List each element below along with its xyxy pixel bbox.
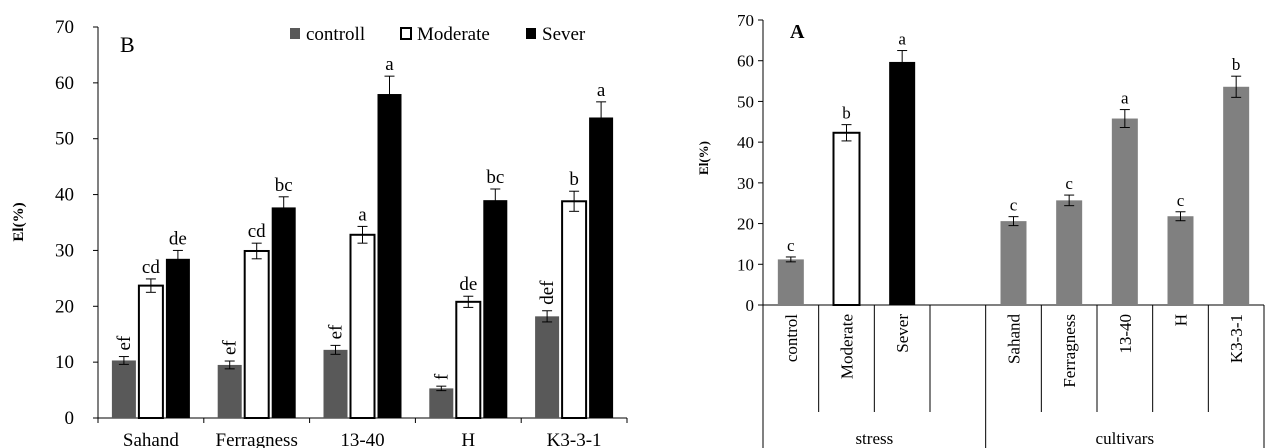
chart-a-group-label: stress bbox=[855, 429, 893, 448]
chart-a-category-label: Sever bbox=[893, 314, 912, 353]
chart-b-letter: ef bbox=[220, 340, 241, 355]
chart-b-letter: f bbox=[431, 373, 452, 380]
chart-b-category-label: H bbox=[461, 430, 475, 448]
chart-b-letter: a bbox=[597, 80, 606, 101]
chart-a-y-tick-label: 50 bbox=[737, 92, 754, 111]
chart-a-letter: c bbox=[1177, 191, 1185, 210]
chart-b-legend-label: Moderate bbox=[417, 24, 490, 45]
chart-b-bar bbox=[455, 300, 482, 419]
chart-a-letter: c bbox=[1065, 174, 1073, 193]
chart-a-letter: a bbox=[898, 30, 906, 49]
chart-b-letter: a bbox=[358, 204, 367, 225]
chart-a-letter: b bbox=[842, 104, 851, 123]
chart-b-legend-label: controll bbox=[306, 24, 365, 45]
chart-b-bar bbox=[377, 94, 402, 419]
chart-a-category-label: control bbox=[782, 314, 801, 362]
chart-b-letter: de bbox=[459, 274, 477, 295]
chart-b-legend-swatch bbox=[526, 28, 536, 39]
chart-b-bar bbox=[535, 316, 560, 418]
chart-b-bar bbox=[561, 200, 588, 419]
chart-a-y-tick-label: 40 bbox=[737, 133, 754, 152]
chart-a-y-tick-label: 20 bbox=[737, 215, 754, 234]
chart-b-legend-label: Sever bbox=[542, 24, 586, 45]
chart-a-y-tick-label: 10 bbox=[737, 255, 754, 274]
chart-b-bar bbox=[349, 233, 376, 419]
chart-b-bar bbox=[429, 388, 454, 418]
chart-a-panel-label: A bbox=[790, 21, 805, 43]
chart-b-y-tick-label: 60 bbox=[55, 73, 74, 94]
chart-b-bar bbox=[165, 258, 190, 418]
chart-a-category-label: Sahand bbox=[1005, 314, 1024, 365]
chart-b-letter: cd bbox=[142, 257, 160, 278]
chart-b-bar bbox=[323, 349, 348, 418]
chart-a-letter: c bbox=[787, 236, 795, 255]
chart-b-letter: de bbox=[169, 228, 187, 249]
chart-a-ylabel: El(%) bbox=[696, 141, 711, 175]
chart-b-letter: cd bbox=[248, 221, 266, 242]
chart-a-group-label: cultivars bbox=[1096, 429, 1155, 448]
chart-b-panel-label: B bbox=[120, 32, 135, 57]
chart-b-bar bbox=[589, 117, 614, 418]
chart-a-y-tick-label: 30 bbox=[737, 174, 754, 193]
chart-b-legend-swatch bbox=[290, 28, 300, 39]
chart-a-category-label: Ferragness bbox=[1060, 314, 1079, 388]
chart-a: El(%) A 0 10 20 30 40 50 60 70 c control b Moderate… bbox=[696, 11, 1265, 448]
chart-a-y-tick-label: 0 bbox=[746, 296, 755, 315]
chart-b-bar bbox=[271, 207, 296, 418]
chart-a-category-label: K3-3-1 bbox=[1227, 314, 1246, 363]
chart-a-bar bbox=[889, 61, 916, 305]
chart-b-ylabel: El(%) bbox=[11, 202, 27, 241]
chart-a-category-label: H bbox=[1172, 314, 1191, 326]
chart-a-y-tick-label: 70 bbox=[737, 11, 754, 30]
chart-b-y-tick-label: 20 bbox=[55, 296, 74, 317]
chart-b-legend-swatch bbox=[400, 27, 412, 40]
chart-b-letter: a bbox=[385, 54, 394, 75]
chart-a-letter: b bbox=[1232, 55, 1241, 74]
chart-b-bar bbox=[217, 364, 242, 418]
chart-b-letter: ef bbox=[114, 335, 135, 350]
chart-b-letter: bc bbox=[275, 175, 293, 196]
chart-a-bar bbox=[1223, 86, 1250, 306]
chart-b-bar bbox=[483, 200, 508, 418]
chart-a-bar bbox=[832, 131, 861, 306]
chart-b-y-tick-label: 10 bbox=[55, 352, 74, 373]
chart-b-letter: def bbox=[537, 280, 558, 305]
chart-a-letter: a bbox=[1121, 89, 1129, 108]
chart-b-y-tick-label: 70 bbox=[55, 17, 74, 38]
chart-b-bar bbox=[111, 360, 136, 418]
chart-a-letter: c bbox=[1010, 196, 1018, 215]
chart-b-category-label: 13-40 bbox=[340, 430, 384, 448]
chart-a-bar bbox=[1167, 216, 1194, 305]
chart-b-y-tick-label: 30 bbox=[55, 240, 74, 261]
chart-b-y-tick-label: 0 bbox=[65, 408, 75, 429]
chart-b-bar bbox=[137, 284, 164, 419]
chart-b-category-label: Ferragness bbox=[216, 430, 298, 448]
chart-a-bar bbox=[777, 259, 804, 305]
chart-b: El(%) B 010203040506070SahandefcddeFerra… bbox=[11, 17, 628, 448]
chart-a-category-label: Moderate bbox=[838, 314, 857, 379]
chart-b-bar bbox=[243, 249, 270, 419]
chart-b-letter: b bbox=[569, 169, 579, 190]
chart-a-bar bbox=[1111, 118, 1138, 306]
chart-a-bar bbox=[1056, 200, 1083, 305]
chart-b-y-tick-label: 40 bbox=[55, 185, 74, 206]
chart-a-y-tick-label: 60 bbox=[737, 52, 754, 71]
chart-b-letter: bc bbox=[486, 167, 504, 188]
chart-a-category-label: 13-40 bbox=[1116, 314, 1135, 354]
chart-b-category-label: K3-3-1 bbox=[547, 430, 602, 448]
chart-b-category-label: Sahand bbox=[123, 430, 179, 448]
chart-b-letter: ef bbox=[326, 324, 347, 339]
chart-b-y-tick-label: 50 bbox=[55, 129, 74, 150]
chart-a-bar bbox=[1000, 221, 1027, 305]
